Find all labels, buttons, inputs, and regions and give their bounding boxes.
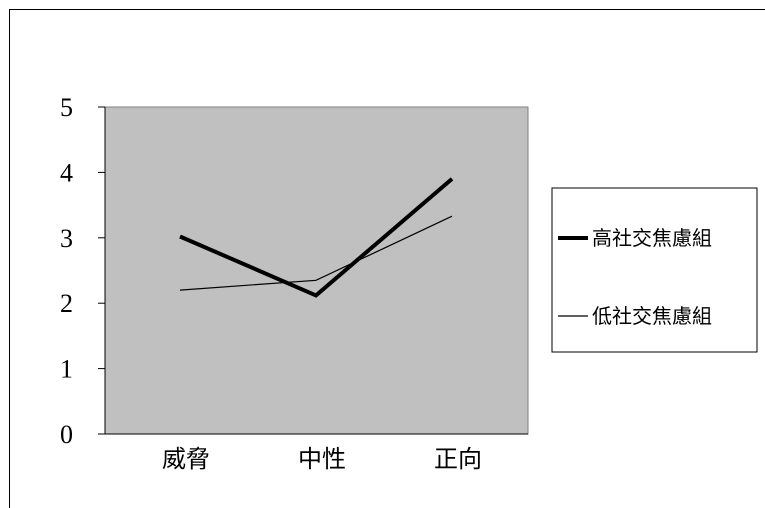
- chart-frame: [9, 9, 765, 508]
- axes: [98, 106, 528, 435]
- y-tick-label: 1: [60, 355, 73, 384]
- x-tick-label: 正向: [434, 445, 482, 473]
- x-tick-labels: 威脅 中性 正向: [162, 445, 482, 473]
- y-tick-label: 2: [60, 289, 73, 318]
- series-lines: [179, 177, 454, 298]
- legend-label: 高社交焦慮組: [592, 226, 712, 250]
- x-tick-label: 威脅: [162, 445, 210, 473]
- y-tick-label: 4: [60, 158, 73, 187]
- plot-area: [104, 106, 529, 435]
- y-tick-label: 3: [60, 224, 73, 253]
- y-tick-label: 5: [60, 93, 73, 122]
- legend-box: [551, 187, 758, 353]
- legend-label: 低社交焦慮組: [592, 304, 712, 328]
- y-tick-labels: 0 1 2 3 4 5: [60, 93, 73, 449]
- y-tick-label: 0: [60, 420, 73, 449]
- x-tick-label: 中性: [298, 445, 346, 473]
